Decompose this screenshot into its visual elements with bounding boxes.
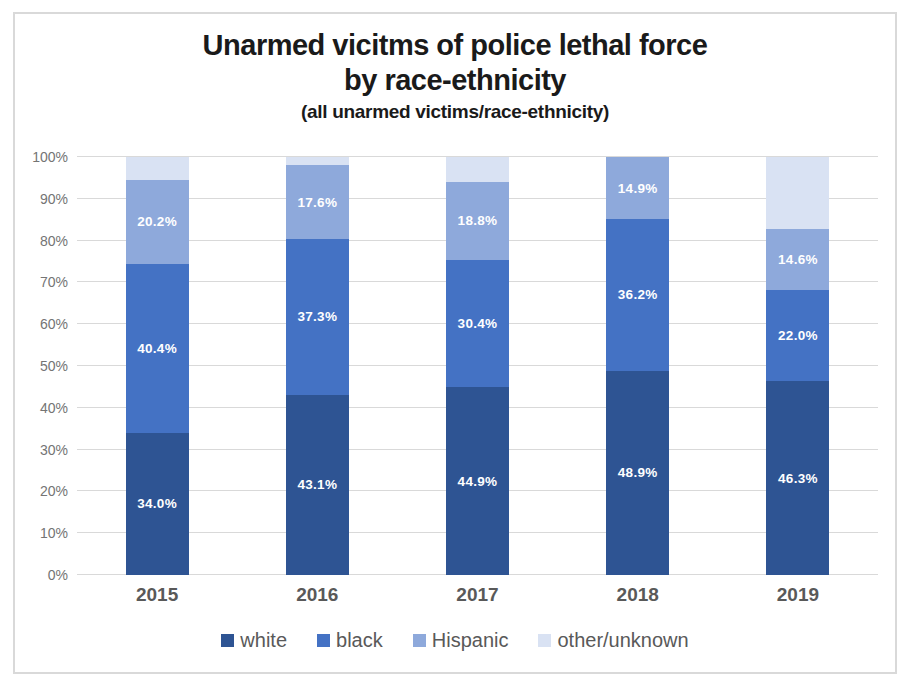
y-tick-label-40%: 40% — [15, 399, 68, 417]
bar-segment-black-2016: 37.3% — [286, 239, 349, 395]
legend-item-white: white — [221, 629, 287, 652]
y-tick-label-30%: 30% — [15, 441, 68, 459]
bar-2017: 44.9% 30.4% 18.8% — [446, 157, 509, 575]
bar-segment-Hispanic-2017: 18.8% — [446, 182, 509, 261]
bar-2016: 43.1% 37.3% 17.6% — [286, 157, 349, 575]
data-label: 37.3% — [297, 309, 337, 324]
chart-title-line2: by race-ethnicity — [15, 63, 895, 98]
bar-segment-white-2015: 34.0% — [126, 433, 189, 575]
bar-2015: 34.0% 40.4% 20.2% — [126, 157, 189, 575]
bars-container: 34.0% 40.4% 20.2% 43.1% 37.3% 17.6% 44.9% 30.4%… — [77, 157, 878, 575]
bar-segment-other-unknown-2019 — [766, 157, 829, 228]
bar-segment-white-2018: 48.9% — [606, 371, 669, 575]
data-label: 43.1% — [297, 477, 337, 492]
bar-segment-white-2017: 44.9% — [446, 387, 509, 575]
bar-segment-black-2015: 40.4% — [126, 264, 189, 433]
y-tick-label-80%: 80% — [15, 232, 68, 250]
data-label: 36.2% — [618, 287, 658, 302]
bar-segment-black-2017: 30.4% — [446, 260, 509, 387]
x-axis: 20152016201720182019 — [77, 584, 878, 606]
bar-slot-2016: 43.1% 37.3% 17.6% — [237, 157, 397, 575]
y-tick-label-60%: 60% — [15, 315, 68, 333]
bar-segment-Hispanic-2015: 20.2% — [126, 180, 189, 264]
y-tick-label-100%: 100% — [15, 148, 68, 166]
y-tick-label-10%: 10% — [15, 524, 68, 542]
legend-item-black: black — [317, 629, 383, 652]
bar-segment-Hispanic-2019: 14.6% — [766, 229, 829, 290]
data-label: 14.6% — [778, 252, 818, 267]
bar-2019: 46.3% 22.0% 14.6% — [766, 157, 829, 575]
x-axis-label-2018: 2018 — [558, 584, 718, 606]
bar-segment-Hispanic-2016: 17.6% — [286, 165, 349, 239]
data-label: 17.6% — [297, 195, 337, 210]
bar-segment-other-unknown-2017 — [446, 157, 509, 182]
legend-swatch-icon — [317, 634, 330, 647]
legend-label: Hispanic — [432, 629, 509, 652]
legend-label: other/unknown — [557, 629, 688, 652]
x-axis-label-2016: 2016 — [237, 584, 397, 606]
bar-segment-Hispanic-2018: 14.9% — [606, 157, 669, 219]
bar-segment-black-2018: 36.2% — [606, 219, 669, 370]
legend-label: white — [240, 629, 287, 652]
data-label: 14.9% — [618, 181, 658, 196]
legend-swatch-icon — [221, 634, 234, 647]
bar-slot-2017: 44.9% 30.4% 18.8% — [397, 157, 557, 575]
legend-item-Hispanic: Hispanic — [413, 629, 509, 652]
chart-header: Unarmed vicitms of police lethal force b… — [15, 28, 895, 123]
y-tick-label-20%: 20% — [15, 482, 68, 500]
y-tick-label-70%: 70% — [15, 273, 68, 291]
data-label: 44.9% — [458, 474, 498, 489]
data-label: 40.4% — [137, 341, 177, 356]
bar-slot-2019: 46.3% 22.0% 14.6% — [718, 157, 878, 575]
x-axis-label-2017: 2017 — [397, 584, 557, 606]
data-label: 20.2% — [137, 214, 177, 229]
bar-2018: 48.9% 36.2% 14.9% — [606, 157, 669, 575]
plot-area: 34.0% 40.4% 20.2% 43.1% 37.3% 17.6% 44.9% 30.4%… — [77, 157, 878, 575]
data-label: 18.8% — [458, 213, 498, 228]
bar-segment-other-unknown-2016 — [286, 157, 349, 165]
data-label: 22.0% — [778, 328, 818, 343]
bar-slot-2018: 48.9% 36.2% 14.9% — [558, 157, 718, 575]
x-axis-label-2019: 2019 — [718, 584, 878, 606]
x-axis-label-2015: 2015 — [77, 584, 237, 606]
bar-segment-other-unknown-2015 — [126, 157, 189, 180]
legend-label: black — [336, 629, 383, 652]
legend-swatch-icon — [413, 634, 426, 647]
data-label: 30.4% — [458, 316, 498, 331]
chart-subtitle: (all unarmed victims/race-ethnicity) — [15, 101, 895, 123]
chart-frame: Unarmed vicitms of police lethal force b… — [13, 12, 897, 674]
y-tick-label-0%: 0% — [15, 566, 68, 584]
bar-segment-white-2019: 46.3% — [766, 381, 829, 575]
bar-segment-black-2019: 22.0% — [766, 290, 829, 382]
y-tick-label-90%: 90% — [15, 190, 68, 208]
data-label: 34.0% — [137, 496, 177, 511]
legend-swatch-icon — [538, 634, 551, 647]
y-tick-label-50%: 50% — [15, 357, 68, 375]
data-label: 48.9% — [618, 465, 658, 480]
data-label: 46.3% — [778, 471, 818, 486]
chart-title-line1: Unarmed vicitms of police lethal force — [15, 28, 895, 63]
legend-item-other-unknown: other/unknown — [538, 629, 688, 652]
legend: white black Hispanic other/unknown — [15, 629, 895, 652]
bar-segment-white-2016: 43.1% — [286, 395, 349, 575]
bar-slot-2015: 34.0% 40.4% 20.2% — [77, 157, 237, 575]
